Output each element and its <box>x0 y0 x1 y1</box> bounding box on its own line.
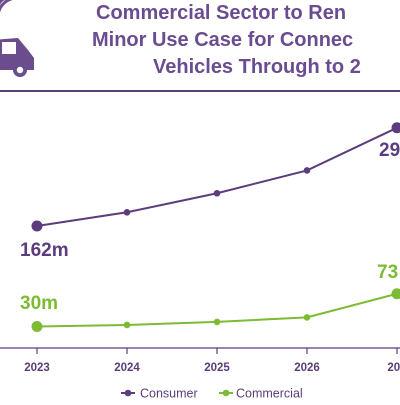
legend-swatch-marker <box>125 390 132 397</box>
data-point-consumer <box>304 167 311 174</box>
data-label-commercial: 30m <box>20 293 58 314</box>
legend-label: Commercial <box>236 387 303 401</box>
x-tick-label: 202 <box>387 362 400 374</box>
legend-item-consumer: Consumer <box>121 387 198 401</box>
data-point-commercial <box>392 288 400 299</box>
data-point-commercial <box>124 322 131 329</box>
connected-car-icon <box>0 0 34 77</box>
series-line-consumer <box>37 128 397 226</box>
legend-label: Consumer <box>140 387 198 401</box>
data-point-commercial <box>32 321 43 332</box>
data-point-consumer <box>392 122 400 133</box>
legend-item-commercial: Commercial <box>219 387 303 401</box>
x-tick-label: 2026 <box>294 362 320 374</box>
chart-title-line-3: Vehicles Through to 2 <box>153 56 361 78</box>
data-point-commercial <box>214 319 221 326</box>
x-tick-label: 2024 <box>114 362 140 374</box>
x-tick-label: 2023 <box>24 362 50 374</box>
data-point-consumer <box>214 190 221 197</box>
data-point-commercial <box>304 314 311 321</box>
data-label-consumer: 162m <box>20 240 69 261</box>
data-point-consumer <box>32 221 43 232</box>
chart-title-line-2: Minor Use Case for Connec <box>92 29 353 51</box>
data-label-commercial: 73 <box>377 262 398 283</box>
data-label-consumer: 29 <box>379 140 400 161</box>
legend-swatch-marker <box>223 390 230 397</box>
data-point-consumer <box>124 209 131 216</box>
chart-title-line-1: Commercial Sector to Ren <box>96 2 346 24</box>
x-tick-label: 2025 <box>204 362 230 374</box>
